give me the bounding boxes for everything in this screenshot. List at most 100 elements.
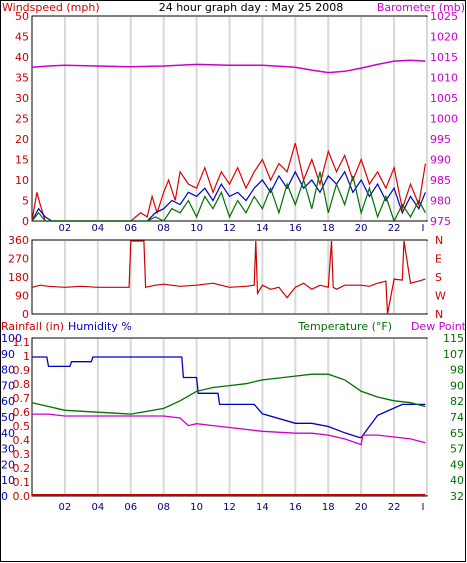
direction-line <box>31 240 426 315</box>
x-tick-label: 14 <box>256 502 269 513</box>
wind-grid <box>63 17 428 220</box>
x-tick-label: 06 <box>124 502 137 513</box>
x-tick-label: 02 <box>59 223 72 234</box>
windspeed-tick-label: 20 <box>15 133 29 146</box>
x-tick-label: 04 <box>91 223 104 234</box>
x-tick-label: 16 <box>289 502 302 513</box>
compass-label: W <box>435 290 446 303</box>
rainfall-tick-label: 0.8 <box>13 378 31 391</box>
temperature-tick-label: 115 <box>443 332 464 345</box>
barometer-tick-label: 1010 <box>430 72 458 85</box>
x-tick-label: 10 <box>190 502 203 513</box>
humidity-ticks: 0 10 20 30 40 50 60 70 80 90 100 <box>1 332 22 503</box>
compass-label: S <box>435 271 442 284</box>
barometer-tick-label: 1015 <box>430 51 458 64</box>
temperature-axis-label: Temperature (°F) <box>297 320 392 333</box>
x-tick-label: 14 <box>256 223 269 234</box>
x-tick-label: 18 <box>322 223 335 234</box>
x-tick-label: 20 <box>355 502 368 513</box>
x-tick-label: 22 <box>388 502 401 513</box>
rainfall-tick-label: 1.1 <box>13 336 31 349</box>
humidity-tick-label: 90 <box>1 348 15 361</box>
temperature-tick-label: 40 <box>450 474 464 487</box>
humidity-tick-label: 50 <box>1 411 15 424</box>
x-tick-label: I <box>422 223 425 234</box>
rainfall-tick-label: 0.4 <box>13 434 31 447</box>
rain-x-ticks: 02 04 06 08 10 12 14 16 18 20 22 I <box>59 502 425 513</box>
windspeed-axis-label: Windspeed (mph) <box>2 1 100 14</box>
barometer-line <box>31 59 426 74</box>
x-tick-label: 16 <box>289 223 302 234</box>
temperature-tick-label: 32 <box>450 490 464 503</box>
windspeed-tick-label: 25 <box>15 113 29 126</box>
dewpoint-axis-label: Dew Point <box>411 320 467 333</box>
x-tick-label: 08 <box>157 502 170 513</box>
barometer-axis-label: Barometer (mb) <box>377 1 465 14</box>
x-tick-label: 02 <box>59 502 72 513</box>
windspeed-tick-label: 45 <box>15 31 29 44</box>
windspeed-tick-label: 5 <box>22 195 29 208</box>
barometer-tick-label: 990 <box>430 154 451 167</box>
temperature-ticks: 32 40 49 57 65 74 82 90 98 107 115 <box>443 332 464 503</box>
barometer-tick-label: 1025 <box>430 10 458 23</box>
compass-label: E <box>435 253 442 266</box>
windspeed-tick-label: 30 <box>15 92 29 105</box>
barometer-tick-label: 1000 <box>430 113 458 126</box>
temperature-tick-label: 65 <box>450 427 464 440</box>
direction-degree-ticks: 0 90 180 270 360 <box>8 234 29 321</box>
barometer-ticks: 975 980 985 990 995 1000 1005 1010 1015 1020 1025 <box>430 10 458 228</box>
compass-label: N <box>435 234 443 247</box>
x-tick-label: 08 <box>157 223 170 234</box>
windspeed-tick-label: 35 <box>15 72 29 85</box>
windspeed-tick-label: 10 <box>15 174 29 187</box>
x-tick-label: I <box>422 502 425 513</box>
barometer-tick-label: 1005 <box>430 92 458 105</box>
x-tick-label: 10 <box>190 223 203 234</box>
rainfall-tick-label: 0.5 <box>13 420 31 433</box>
compass-label: N <box>435 308 443 321</box>
direction-degree-label: 0 <box>22 308 29 321</box>
rainfall-axis-label: Rainfall (in) <box>1 320 64 333</box>
barometer-tick-label: 1020 <box>430 31 458 44</box>
chart-title: 24 hour graph day : May 25 2008 <box>159 1 344 14</box>
temperature-tick-label: 74 <box>450 411 464 424</box>
direction-degree-label: 180 <box>8 271 29 284</box>
humidity-tick-label: 70 <box>1 379 15 392</box>
direction-degree-label: 270 <box>8 253 29 266</box>
humidity-line <box>32 356 426 439</box>
rainfall-tick-label: 0.9 <box>13 364 31 377</box>
rainfall-tick-label: 0.1 <box>13 476 31 489</box>
humidity-tick-label: 10 <box>1 474 15 487</box>
humidity-tick-label: 60 <box>1 395 15 408</box>
barometer-tick-label: 995 <box>430 133 451 146</box>
humidity-tick-label: 40 <box>1 427 15 440</box>
rainfall-ticks: 0.00.10.20.30.40.50.60.70.80.911.1 <box>13 336 31 503</box>
barometer-tick-label: 985 <box>430 174 451 187</box>
humidity-tick-label: 100 <box>1 332 22 345</box>
rain-grid <box>63 339 428 495</box>
temperature-tick-label: 49 <box>450 458 464 471</box>
rainfall-tick-label: 0.7 <box>13 392 31 405</box>
windspeed-tick-label: 15 <box>15 154 29 167</box>
x-tick-label: 18 <box>322 502 335 513</box>
temperature-tick-label: 82 <box>450 395 464 408</box>
wind-x-ticks: 02 04 06 08 10 12 14 16 18 20 22 I <box>59 223 425 234</box>
temperature-tick-label: 57 <box>450 443 464 456</box>
temperature-tick-label: 90 <box>450 379 464 392</box>
temperature-tick-label: 98 <box>450 364 464 377</box>
rainfall-tick-label: 1 <box>23 350 30 363</box>
temperature-tick-label: 107 <box>443 348 464 361</box>
rainfall-tick-label: 0.2 <box>13 462 31 475</box>
barometer-tick-label: 980 <box>430 195 451 208</box>
windspeed-ticks: 0 5 10 15 20 25 30 35 40 45 50 <box>15 10 29 228</box>
barometer-tick-label: 975 <box>430 215 451 228</box>
rainfall-tick-label: 0.3 <box>13 448 31 461</box>
x-tick-label: 20 <box>355 223 368 234</box>
rainfall-tick-label: 0.6 <box>13 406 31 419</box>
